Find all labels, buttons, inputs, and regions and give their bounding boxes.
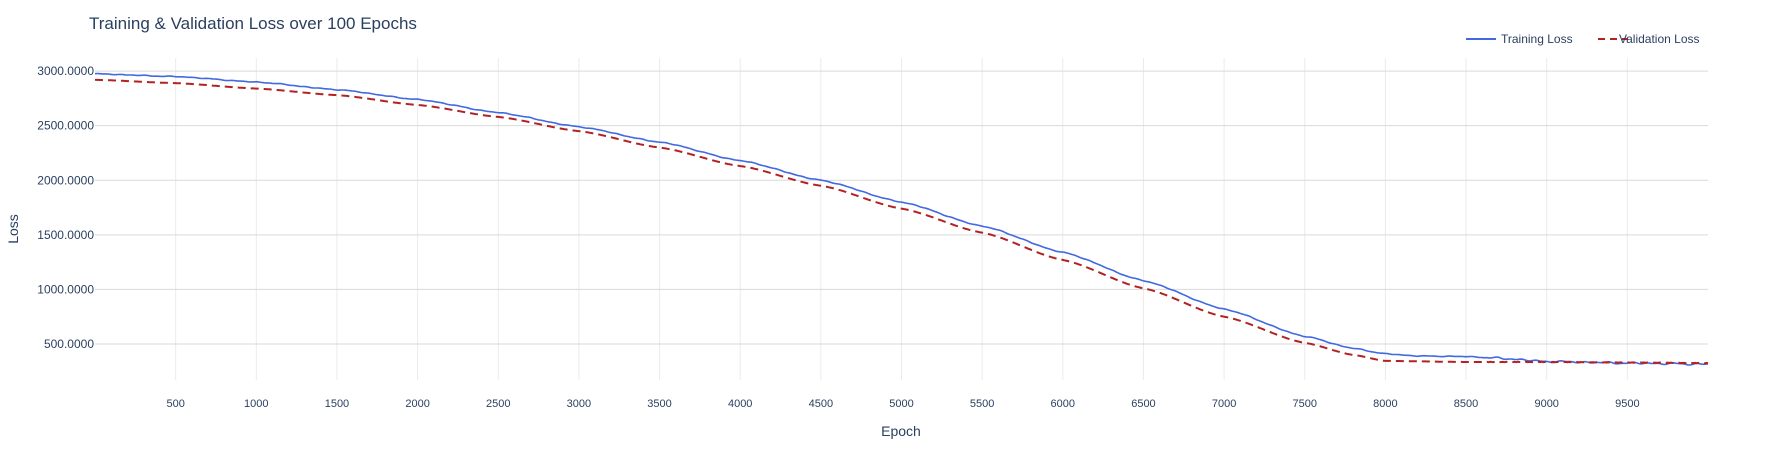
x-tick-label: 9000 — [1534, 398, 1558, 410]
legend-label-training-loss: Training Loss — [1501, 32, 1573, 46]
y-tick-label: 500.0000 — [44, 337, 94, 351]
x-tick-label: 500 — [166, 398, 184, 410]
legend-item-training-loss[interactable]: Training Loss — [1466, 32, 1573, 46]
y-axis-title: Loss — [5, 214, 21, 244]
y-tick-label: 1000.0000 — [37, 282, 94, 296]
x-tick-label: 6000 — [1051, 398, 1075, 410]
x-tick-label: 5000 — [889, 398, 913, 410]
x-tick-label: 4500 — [809, 398, 833, 410]
x-tick-label: 7000 — [1212, 398, 1236, 410]
series-line-validation-loss — [94, 78, 1709, 365]
y-axis-ticks: 500.0000 1000.0000 1500.0000 2000.0000 2500.… — [37, 64, 94, 351]
x-tick-label: 9500 — [1615, 398, 1639, 410]
series-line-training-loss — [94, 72, 1709, 366]
x-axis-title: Epoch — [881, 423, 921, 439]
x-tick-label: 3500 — [647, 398, 671, 410]
x-tick-label: 1500 — [325, 398, 349, 410]
x-tick-label: 5500 — [970, 398, 994, 410]
x-tick-label: 8500 — [1454, 398, 1478, 410]
x-tick-label: 8000 — [1373, 398, 1397, 410]
grid — [95, 58, 1708, 380]
x-tick-label: 6500 — [1131, 398, 1155, 410]
legend[interactable]: Training Loss Validation Loss — [1466, 32, 1700, 46]
chart-title: Training & Validation Loss over 100 Epoc… — [89, 14, 417, 33]
y-tick-label: 2500.0000 — [37, 119, 94, 133]
legend-item-validation-loss[interactable]: Validation Loss — [1598, 32, 1700, 46]
series-lines — [94, 72, 1709, 366]
x-tick-label: 7500 — [1293, 398, 1317, 410]
x-tick-label: 2500 — [486, 398, 510, 410]
x-tick-label: 4000 — [728, 398, 752, 410]
legend-label-validation-loss: Validation Loss — [1619, 32, 1700, 46]
x-tick-label: 3000 — [567, 398, 591, 410]
x-tick-label: 1000 — [244, 398, 268, 410]
y-tick-label: 1500.0000 — [37, 228, 94, 242]
y-tick-label: 3000.0000 — [37, 64, 94, 78]
x-axis-ticks: 500 1000 1500 2000 2500 3000 3500 4000 4500 5000 5… — [166, 398, 1639, 410]
x-tick-label: 2000 — [405, 398, 429, 410]
y-tick-label: 2000.0000 — [37, 173, 94, 187]
